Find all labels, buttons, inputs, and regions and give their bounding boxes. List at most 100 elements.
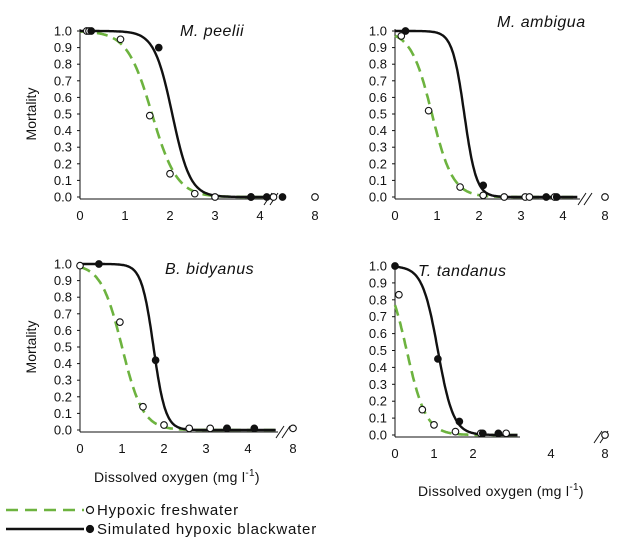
freshwater-curve [393, 304, 518, 437]
y-tick-label: 0.3 [369, 140, 387, 155]
x-tick-label: 2 [469, 446, 476, 461]
y-tick-label: 0.0 [54, 190, 72, 205]
y-tick-label: 0.6 [54, 323, 72, 338]
x-tick-label: 8 [601, 208, 608, 223]
blackwater-point [494, 429, 503, 438]
axis-break-mark [593, 430, 603, 444]
blackwater-point [401, 27, 410, 35]
freshwater-point [479, 191, 488, 200]
x-tick-label: 3 [202, 441, 209, 456]
freshwater-point [116, 35, 125, 44]
blackwater-point [455, 417, 464, 426]
x-tick-label: 2 [160, 441, 167, 456]
axis-break-mark [275, 425, 285, 439]
y-tick-label: 0.9 [369, 40, 387, 55]
x-tick-label: 4 [256, 208, 263, 223]
freshwater-point [502, 429, 511, 438]
y-tick-label: 0.7 [54, 73, 72, 88]
x-tick-label: 0 [76, 441, 83, 456]
blackwater-point [278, 193, 287, 201]
y-tick-label: 0.6 [54, 90, 72, 105]
blackwater-curve [394, 265, 518, 437]
blackwater-point [262, 193, 271, 201]
x-tick-label: 2 [166, 208, 173, 223]
y-tick-label: 0.8 [54, 290, 72, 305]
x-axis-label-left: Dissolved oxygen (mg l-1) [94, 468, 260, 485]
blackwater-point [95, 260, 103, 268]
y-tick-label: 0.0 [54, 423, 72, 438]
blackwater-curve [80, 262, 276, 432]
freshwater-point [185, 424, 194, 433]
y-tick-label: 1.0 [369, 24, 387, 39]
blackwater-point [478, 429, 487, 438]
x-tick-label: 0 [76, 208, 83, 223]
x-tick-label: 1 [121, 208, 128, 223]
x-tick-label: 3 [517, 208, 524, 223]
x-tick-label: 8 [289, 441, 296, 456]
y-tick-label: 0.1 [54, 406, 72, 421]
freshwater-curve [79, 265, 276, 432]
y-axis-label: Mortality [23, 88, 39, 141]
axis-break [275, 425, 291, 439]
freshwater-point [139, 402, 147, 411]
x-tick-label: 4 [244, 441, 251, 456]
blackwater-curve [395, 29, 578, 199]
y-tick-label: 0.1 [369, 411, 387, 426]
blackwater-point [542, 193, 551, 201]
x-tick-label: 4 [559, 208, 566, 223]
freshwater-point [451, 427, 460, 436]
legend: Hypoxic freshwater Simulated hypoxic bla… [6, 502, 317, 538]
y-tick-label: 0.4 [369, 360, 387, 375]
y-tick-label: 0.3 [369, 377, 387, 392]
y-tick-label: 0.5 [54, 107, 72, 122]
y-tick-label: 0.8 [369, 57, 387, 72]
y-tick-label: 0.8 [54, 57, 72, 72]
blackwater-point [154, 43, 163, 52]
legend-blackwater-label: Simulated hypoxic blackwater [97, 521, 317, 538]
freshwater-point [76, 261, 84, 270]
y-tick-label: 0.1 [54, 173, 72, 188]
blackwater-point [247, 193, 255, 201]
freshwater-point [211, 193, 219, 201]
freshwater-point [424, 106, 433, 115]
panel-title: B. bidyanus [165, 261, 254, 278]
freshwater-point [166, 169, 174, 178]
blackwater-curve [80, 29, 269, 199]
y-tick-label: 0.3 [54, 140, 72, 155]
freshwater-point [116, 318, 124, 326]
y-tick-label: 0.9 [54, 40, 72, 55]
x-tick-label: 3 [211, 208, 218, 223]
freshwater-point [190, 189, 199, 198]
y-tick-label: 0.3 [54, 373, 72, 388]
blackwater-point [391, 262, 399, 270]
freshwater-point [418, 405, 427, 414]
panel-title: T. tandanus [418, 263, 507, 280]
y-tick-label: 0.0 [369, 428, 387, 443]
panel-title: M. peelii [180, 23, 244, 40]
x-tick-label: 8 [601, 446, 608, 461]
freshwater-curve [394, 34, 578, 199]
legend-freshwater-label: Hypoxic freshwater [97, 502, 239, 519]
freshwater-point [269, 193, 278, 201]
y-tick-label: 0.4 [369, 123, 387, 138]
y-tick-label: 0.9 [54, 273, 72, 288]
freshwater-point [397, 32, 406, 40]
freshwater-point [601, 193, 609, 201]
freshwater-point [500, 193, 509, 201]
y-tick-label: 0.2 [369, 394, 387, 409]
y-tick-label: 1.0 [54, 257, 72, 272]
y-tick-label: 0.4 [54, 123, 72, 138]
panel-1: 0.0 0.1 0.20.3 0.40.5 0.6 0.70.8 0.91.0 0 1 2 3 4 8 M… [23, 23, 319, 223]
freshwater-point [430, 421, 438, 429]
blackwater-point [434, 355, 442, 363]
legend-blackwater-marker [85, 524, 95, 534]
blackwater-point [223, 424, 231, 433]
x-tick-label: 4 [547, 446, 554, 461]
freshwater-curve [79, 30, 269, 199]
y-tick-label: 1.0 [54, 24, 72, 39]
y-tick-label: 0.7 [369, 309, 387, 324]
y-tick-label: 0.6 [369, 326, 387, 341]
panel-3: 0.0 0.1 0.20.3 0.40.5 0.6 0.70.8 0.91.0 0 1 2 3 4 8 B… [23, 257, 297, 456]
x-tick-label: 0 [391, 208, 398, 223]
x-tick-label: 1 [430, 446, 437, 461]
